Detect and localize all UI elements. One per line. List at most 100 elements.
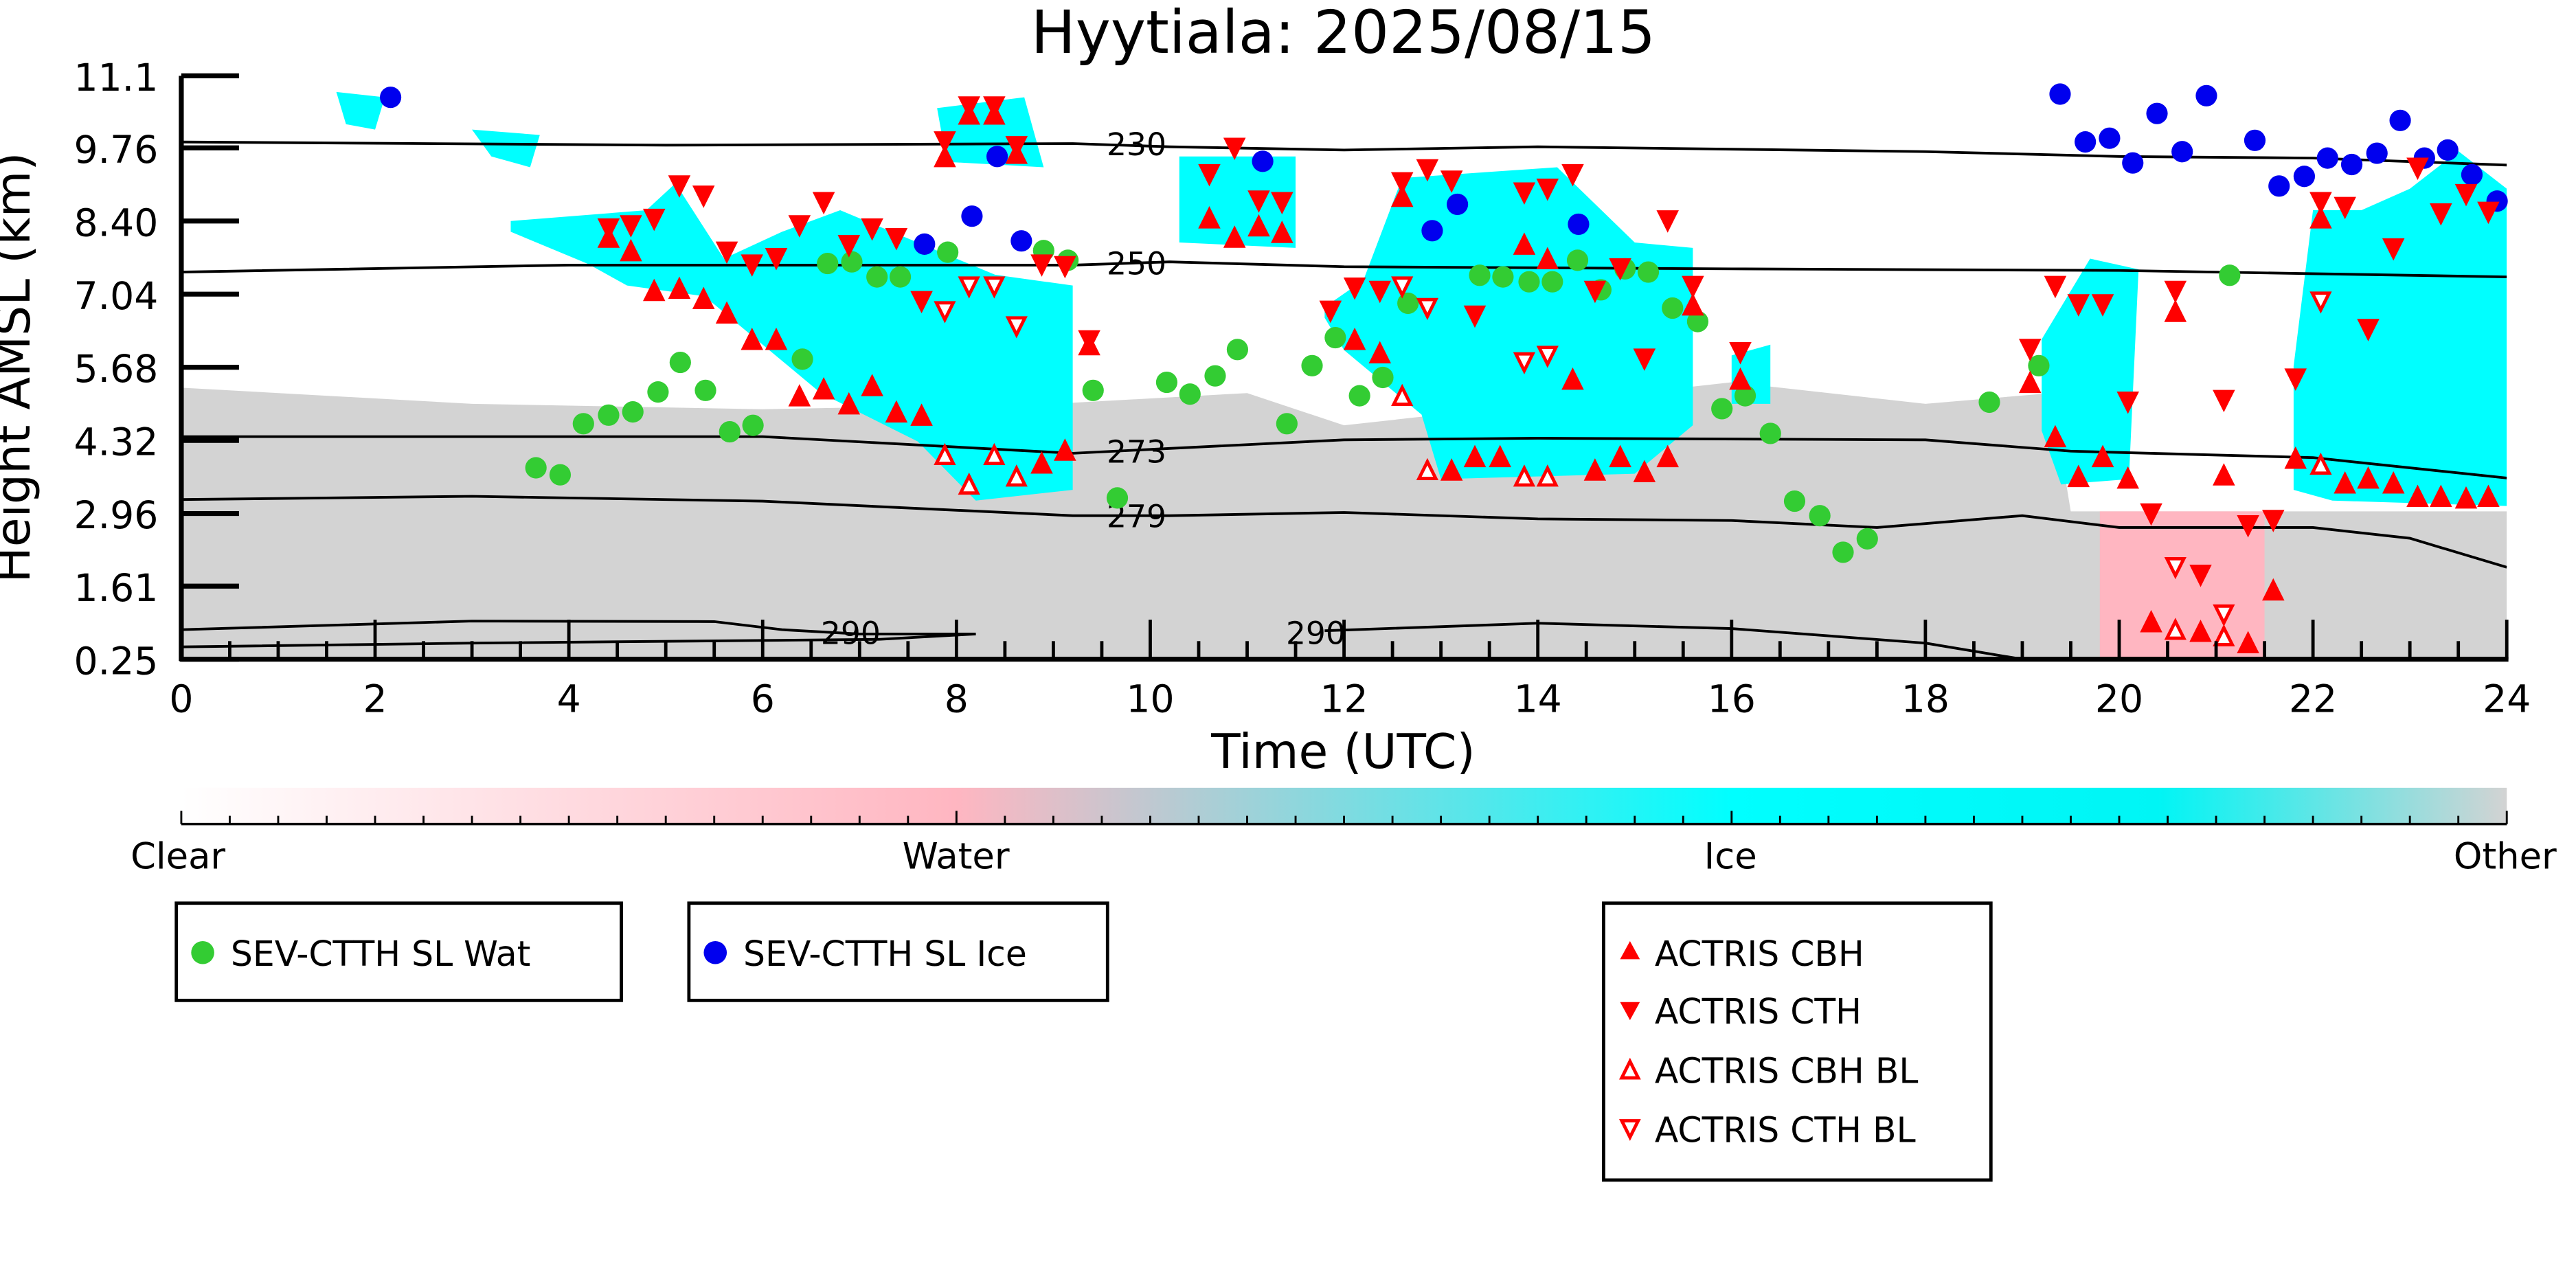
marker-sev-ctth-sl-ice [2075, 131, 2097, 153]
marker-actris-cbh [2189, 620, 2212, 642]
marker-actris-cbh [1609, 444, 1631, 468]
marker-sev-ctth-sl-wat [841, 251, 863, 273]
marker-actris-cbh-bl [2164, 618, 2187, 640]
marker-sev-ctth-sl-wat [647, 381, 669, 403]
legend-marker-cth-bl [1618, 1119, 1641, 1141]
marker-sev-ctth-sl-wat [694, 379, 716, 401]
y-tick-label: 2.96 [74, 494, 158, 538]
marker-actris-cth [668, 175, 691, 198]
marker-actris-cth [1078, 330, 1100, 353]
marker-sev-ctth-sl-wat [1397, 292, 1419, 315]
marker-actris-cbh [861, 374, 883, 396]
marker-sev-ctth-sl-ice [379, 87, 402, 109]
marker-actris-cbh-bl [934, 442, 956, 466]
marker-actris-cbh [2262, 578, 2285, 601]
legend-marker-cth [1620, 1002, 1640, 1021]
marker-actris-cbh [765, 327, 788, 350]
marker-actris-cth [983, 96, 1006, 119]
legend-label: SEV-CTTH SL Wat [231, 934, 530, 974]
marker-sev-ctth-sl-wat [622, 401, 644, 423]
colorbar-label-clear: Clear [131, 835, 225, 877]
marker-actris-cbh [812, 376, 835, 400]
contour-line-230 [181, 140, 2507, 167]
marker-sev-ctth-sl-wat [1783, 490, 1806, 512]
marker-sev-ctth-sl-wat [791, 348, 813, 370]
marker-actris-cth [1729, 341, 1752, 365]
legend-marker-cbh [1620, 940, 1640, 960]
marker-sev-ctth-sl-ice [986, 146, 1008, 168]
marker-actris-cbh [1463, 444, 1487, 468]
marker-actris-cth [2213, 389, 2235, 413]
marker-actris-cbh [1633, 460, 1656, 483]
marker-actris-cth [1513, 182, 1536, 205]
marker-actris-cth-bl [983, 276, 1006, 299]
marker-actris-cbh [2357, 466, 2380, 489]
legend-marker-ice [703, 940, 727, 964]
marker-actris-cth [2477, 201, 2500, 225]
marker-sev-ctth-sl-wat [572, 413, 594, 435]
marker-actris-cth-bl [1416, 297, 1438, 320]
marker-actris-cth [788, 215, 811, 238]
marker-sev-ctth-sl-ice [2437, 139, 2459, 161]
marker-actris-cbh [2091, 444, 2114, 468]
contour-line-279 [181, 495, 2507, 569]
marker-actris-cbh [2334, 471, 2356, 494]
marker-sev-ctth-sl-wat [2219, 264, 2241, 286]
marker-sev-ctth-sl-wat [2028, 354, 2050, 376]
marker-sev-ctth-sl-wat [1734, 385, 1756, 407]
marker-sev-ctth-sl-ice [2461, 163, 2483, 185]
marker-sev-ctth-sl-ice [2049, 83, 2071, 105]
marker-sev-ctth-sl-ice [2244, 129, 2266, 151]
marker-sev-ctth-sl-wat [1106, 487, 1129, 509]
marker-sev-ctth-sl-wat [742, 414, 764, 436]
marker-actris-cbh [1271, 221, 1293, 243]
x-tick-label: 10 [1126, 677, 1174, 721]
marker-sev-ctth-sl-wat [549, 464, 572, 486]
marker-actris-cbh [1656, 444, 1679, 468]
marker-actris-cbh [2284, 446, 2307, 469]
marker-actris-cth [1390, 172, 1414, 195]
marker-actris-cth [2454, 183, 2478, 207]
contour-label: 230 [1107, 126, 1166, 163]
marker-actris-cth [861, 218, 883, 241]
marker-sev-ctth-sl-wat [1637, 261, 1660, 283]
marker-actris-cbh [715, 301, 738, 324]
colorbar-label-other: Other [2454, 835, 2557, 877]
marker-sev-ctth-sl-wat [1155, 371, 1178, 394]
data-markers [379, 83, 2508, 653]
legend-ice: SEV-CTTH SL Ice [687, 901, 1109, 1002]
marker-sev-ctth-sl-wat [1809, 505, 1831, 527]
marker-sev-ctth-sl-ice [1421, 220, 1443, 242]
marker-sev-ctth-sl-wat [1541, 271, 1563, 293]
region-ice [2042, 258, 2139, 485]
marker-actris-cth [692, 185, 715, 208]
marker-actris-cth [1583, 280, 1607, 304]
marker-actris-cbh [1561, 367, 1584, 390]
marker-sev-ctth-sl-ice [2171, 141, 2193, 163]
marker-sev-ctth-sl-wat [598, 404, 620, 426]
marker-sev-ctth-sl-ice [2195, 84, 2217, 106]
marker-actris-cbh-bl [958, 472, 980, 495]
marker-actris-cbh-bl [1513, 464, 1536, 487]
marker-actris-cth [1319, 300, 1342, 324]
marker-actris-cth [1368, 280, 1392, 304]
marker-actris-cth [2189, 565, 2212, 587]
y-tick-label: 7.04 [74, 275, 158, 319]
region-ice [1324, 167, 1693, 479]
legend-water: SEV-CTTH SL Wat [174, 901, 623, 1002]
marker-actris-cth [1223, 137, 1246, 161]
marker-sev-ctth-sl-ice [2366, 142, 2388, 164]
colorbar-label-ice: Ice [1704, 835, 1757, 877]
marker-actris-cth [1633, 348, 1656, 371]
marker-actris-cth [741, 254, 763, 277]
marker-actris-cbh [620, 238, 642, 262]
marker-actris-cth [1609, 258, 1631, 281]
marker-sev-ctth-sl-wat [1372, 366, 1394, 389]
marker-actris-cth [765, 247, 788, 271]
y-tick-label: 5.68 [74, 348, 158, 392]
marker-actris-cth [1682, 275, 1704, 299]
marker-actris-cth [642, 208, 666, 231]
contour-label: 273 [1107, 434, 1166, 471]
marker-actris-cbh [1198, 206, 1221, 229]
